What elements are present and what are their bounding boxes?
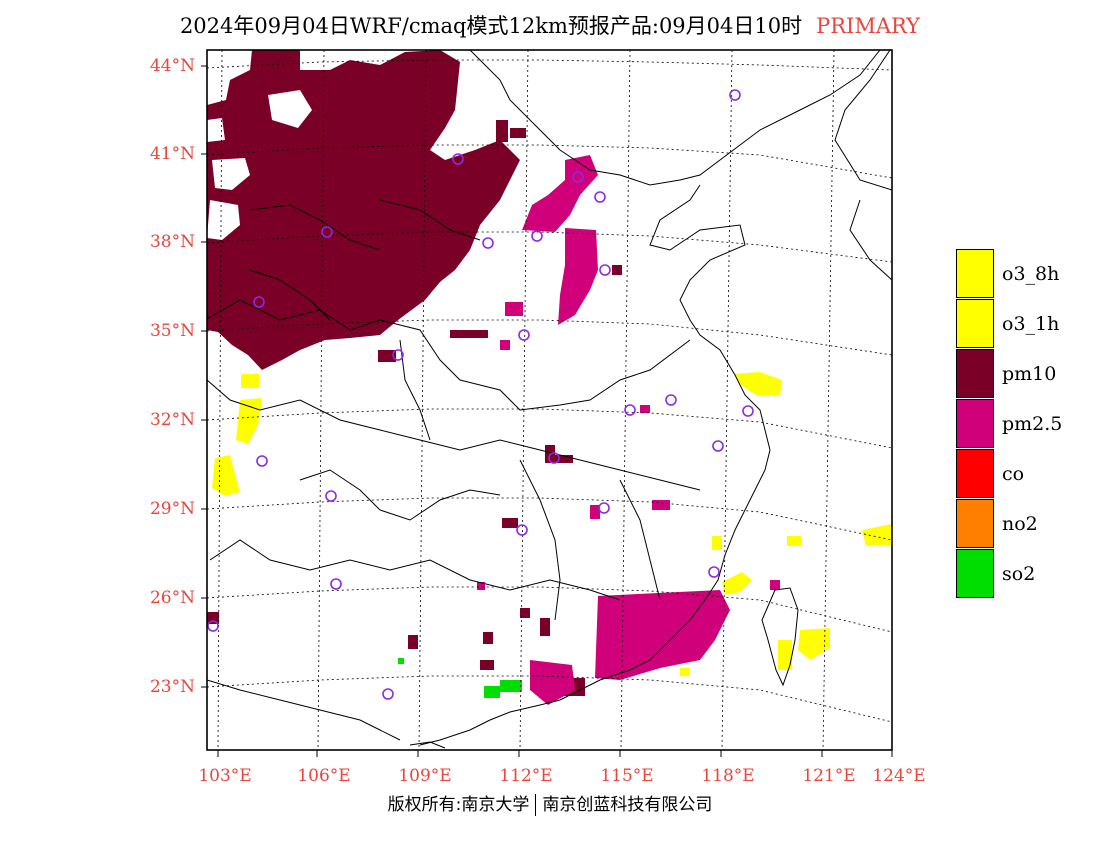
legend-swatch-o3-8h (956, 249, 994, 298)
legend-item-so2: so2 (956, 549, 1100, 599)
legend-item-o3-8h: o3_8h (956, 249, 1100, 299)
legend-swatch-so2 (956, 549, 994, 598)
legend-label-no2: no2 (1002, 513, 1038, 535)
copyright-footer: 版权所有:南京大学 南京创蓝科技有限公司 (0, 790, 1100, 816)
pm10-plume-northwest (207, 50, 520, 370)
title-text: 2024年09月04日WRF/cmaq模式12km预报产品:09月04日10时 (179, 14, 803, 38)
legend-swatch-o3-1h (956, 299, 994, 348)
footer-separator (535, 794, 537, 816)
lat-label-23n: 23°N (149, 677, 195, 697)
legend-label-pm10: pm10 (1002, 363, 1057, 385)
map-title: 2024年09月04日WRF/cmaq模式12km预报产品:09月04日10时 P… (0, 10, 1100, 40)
legend-item-co: co (956, 449, 1100, 499)
legend-item-pm10: pm10 (956, 349, 1100, 399)
lat-label-44n: 44°N (149, 56, 195, 76)
lat-label-29n: 29°N (149, 499, 195, 519)
legend-label-o3-1h: o3_1h (1002, 313, 1060, 335)
lon-label-109e: 109°E (398, 766, 452, 786)
lon-label-103e: 103°E (198, 766, 252, 786)
legend-swatch-pm25 (956, 399, 994, 448)
legend-label-o3-8h: o3_8h (1002, 263, 1060, 285)
legend-item-o3-1h: o3_1h (956, 299, 1100, 349)
lat-label-35n: 35°N (149, 321, 195, 341)
lon-label-118e: 118°E (701, 766, 755, 786)
station-markers (207, 89, 754, 700)
legend-swatch-no2 (956, 499, 994, 548)
lon-label-112e: 112°E (499, 766, 553, 786)
legend-item-pm25: pm2.5 (956, 399, 1100, 449)
legend-item-no2: no2 (956, 499, 1100, 549)
legend-label-so2: so2 (1002, 563, 1036, 585)
lat-label-41n: 41°N (149, 144, 195, 164)
legend-swatch-co (956, 449, 994, 498)
lat-label-32n: 32°N (149, 410, 195, 430)
lon-label-121e: 121°E (802, 766, 856, 786)
footer-copyright-left: 版权所有:南京大学 (387, 795, 530, 815)
title-primary-tag: PRIMARY (816, 14, 921, 38)
lon-label-124e: 124°E (872, 766, 926, 786)
lon-label-115e: 115°E (600, 766, 654, 786)
legend-label-pm25: pm2.5 (1002, 413, 1063, 435)
legend-label-co: co (1002, 463, 1025, 485)
lat-label-38n: 38°N (149, 232, 195, 252)
footer-copyright-right: 南京创蓝科技有限公司 (542, 795, 713, 815)
lon-label-106e: 106°E (297, 766, 351, 786)
legend-swatch-pm10 (956, 349, 994, 398)
lat-label-26n: 26°N (149, 588, 195, 608)
